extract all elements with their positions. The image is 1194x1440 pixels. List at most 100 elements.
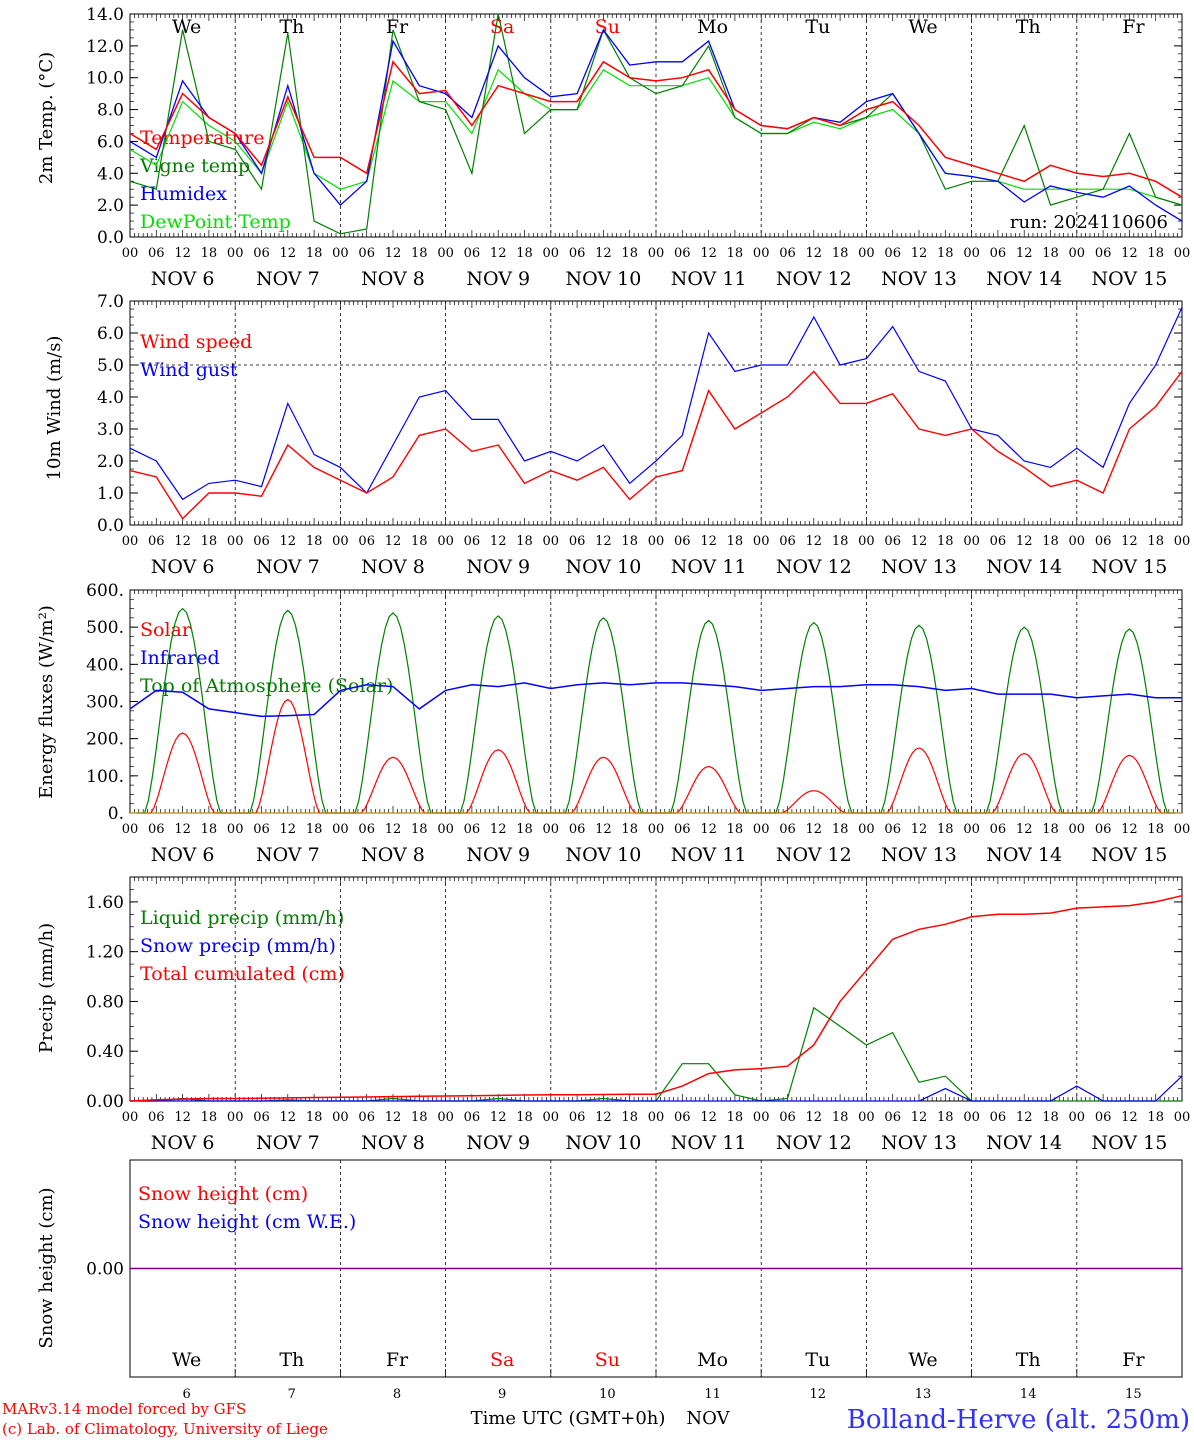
- hour-label: 06: [674, 534, 691, 549]
- hour-label: 18: [306, 534, 323, 549]
- hour-label: 00: [1174, 534, 1191, 549]
- hour-label: 06: [674, 1110, 691, 1125]
- hour-label: 18: [727, 1110, 744, 1125]
- hour-label: 06: [779, 246, 796, 261]
- hour-label: 06: [464, 246, 481, 261]
- hour-label: 00: [858, 246, 875, 261]
- hour-label: 18: [1147, 1110, 1164, 1125]
- hour-label: 06: [674, 822, 691, 837]
- hour-label: 18: [621, 1110, 638, 1125]
- hour-label: 12: [1016, 1110, 1033, 1125]
- wind-speed-line: [129, 370, 1183, 520]
- hour-label: 18: [937, 534, 954, 549]
- hour-label: 06: [674, 246, 691, 261]
- infrared-line: [129, 682, 1182, 718]
- hour-label: 00: [437, 246, 454, 261]
- hour-label: 12: [280, 534, 297, 549]
- date-label: NOV 14: [986, 268, 1062, 290]
- hour-label: 12: [700, 534, 717, 549]
- hour-label: 18: [937, 822, 954, 837]
- energy-legend-solar: Solar: [140, 619, 192, 641]
- day-name-top: Su: [595, 16, 620, 38]
- hour-label: 06: [358, 822, 375, 837]
- hour-label: 06: [253, 246, 270, 261]
- hour-label: 12: [595, 534, 612, 549]
- day-name-bottom: Fr: [1122, 1349, 1145, 1371]
- hour-label: 06: [1095, 534, 1112, 549]
- hour-label: 18: [411, 534, 428, 549]
- day-name-bottom: Mo: [697, 1349, 728, 1371]
- hour-label: 00: [648, 534, 665, 549]
- hour-label: 06: [569, 822, 586, 837]
- hour-label: 06: [358, 246, 375, 261]
- hour-label: 18: [516, 1110, 533, 1125]
- day-number: 10: [599, 1387, 616, 1402]
- day-number: 7: [288, 1387, 296, 1402]
- day-name-top: Th: [279, 16, 304, 38]
- hour-label: 12: [174, 534, 191, 549]
- dewpoint-line: [129, 68, 1183, 206]
- hour-label: 00: [227, 1110, 244, 1125]
- date-label: NOV 10: [565, 844, 641, 866]
- ytick-label: 1.60: [86, 893, 124, 913]
- ytick-label: 600.: [86, 581, 124, 601]
- hour-label: 18: [1042, 246, 1059, 261]
- hour-label: 00: [1174, 1110, 1191, 1125]
- chart-marks: 00 06 12 18 00 06 12 18 00 06 12 18 00 06 12 18 00 06 12 18…: [86, 5, 1190, 1402]
- hour-label: 00: [227, 246, 244, 261]
- hour-label: 18: [1042, 1110, 1059, 1125]
- hour-label: 18: [306, 1110, 323, 1125]
- day-name-bottom: Su: [595, 1349, 620, 1371]
- ytick-label: 4.0: [97, 388, 124, 408]
- hour-label: 18: [516, 534, 533, 549]
- ytick-label: 3.0: [97, 420, 124, 440]
- date-label: NOV 7: [256, 1132, 320, 1154]
- day-name-top: We: [908, 16, 937, 38]
- hour-label: 00: [858, 534, 875, 549]
- day-name-top: Fr: [386, 16, 409, 38]
- day-name-top: Sa: [490, 16, 514, 38]
- date-label: NOV 6: [151, 556, 215, 578]
- ytick-label: 1.20: [86, 943, 124, 963]
- hour-label: 06: [884, 822, 901, 837]
- hour-label: 18: [201, 1110, 218, 1125]
- hour-label: 00: [1069, 822, 1086, 837]
- hour-label: 00: [437, 534, 454, 549]
- date-label: NOV 10: [565, 1132, 641, 1154]
- ytick-label: 200.: [86, 730, 124, 750]
- hour-label: 00: [753, 1110, 770, 1125]
- wind-legend-speed: Wind speed: [140, 331, 252, 353]
- hour-label: 12: [1121, 534, 1138, 549]
- hour-label: 00: [332, 534, 349, 549]
- day-number: 12: [810, 1387, 827, 1402]
- hour-label: 18: [832, 246, 849, 261]
- run-annotation: run: 2024110606: [1010, 212, 1168, 233]
- precip-legend-liquid: Liquid precip (mm/h): [140, 907, 344, 929]
- station-name: Bolland-Herve (alt. 250m): [847, 1405, 1190, 1435]
- hour-label: 12: [595, 822, 612, 837]
- hour-label: 00: [122, 534, 139, 549]
- date-label: NOV 11: [671, 1132, 747, 1154]
- hour-label: 06: [253, 1110, 270, 1125]
- hour-label: 12: [490, 246, 507, 261]
- date-label: NOV 12: [776, 268, 852, 290]
- hour-label: 00: [227, 822, 244, 837]
- hour-label: 18: [621, 246, 638, 261]
- temp-legend-vigne: Vigne temp: [139, 155, 250, 177]
- hour-label: 12: [595, 246, 612, 261]
- hour-label: 06: [148, 246, 165, 261]
- ytick-label: 500.: [86, 618, 124, 638]
- hour-label: 12: [280, 1110, 297, 1125]
- hour-label: 06: [358, 534, 375, 549]
- ytick-label: 1.0: [97, 484, 124, 504]
- hour-label: 18: [411, 822, 428, 837]
- hour-label: 00: [1174, 822, 1191, 837]
- temp-legend-dewpoint: DewPoint Temp: [140, 211, 291, 233]
- day-number: 14: [1020, 1387, 1037, 1402]
- date-label: NOV 14: [986, 844, 1062, 866]
- hour-label: 18: [516, 822, 533, 837]
- hour-label: 18: [1147, 534, 1164, 549]
- hour-label: 18: [832, 1110, 849, 1125]
- hour-label: 00: [1069, 246, 1086, 261]
- time-axis-label: Time UTC (GMT+0h): [471, 1408, 666, 1429]
